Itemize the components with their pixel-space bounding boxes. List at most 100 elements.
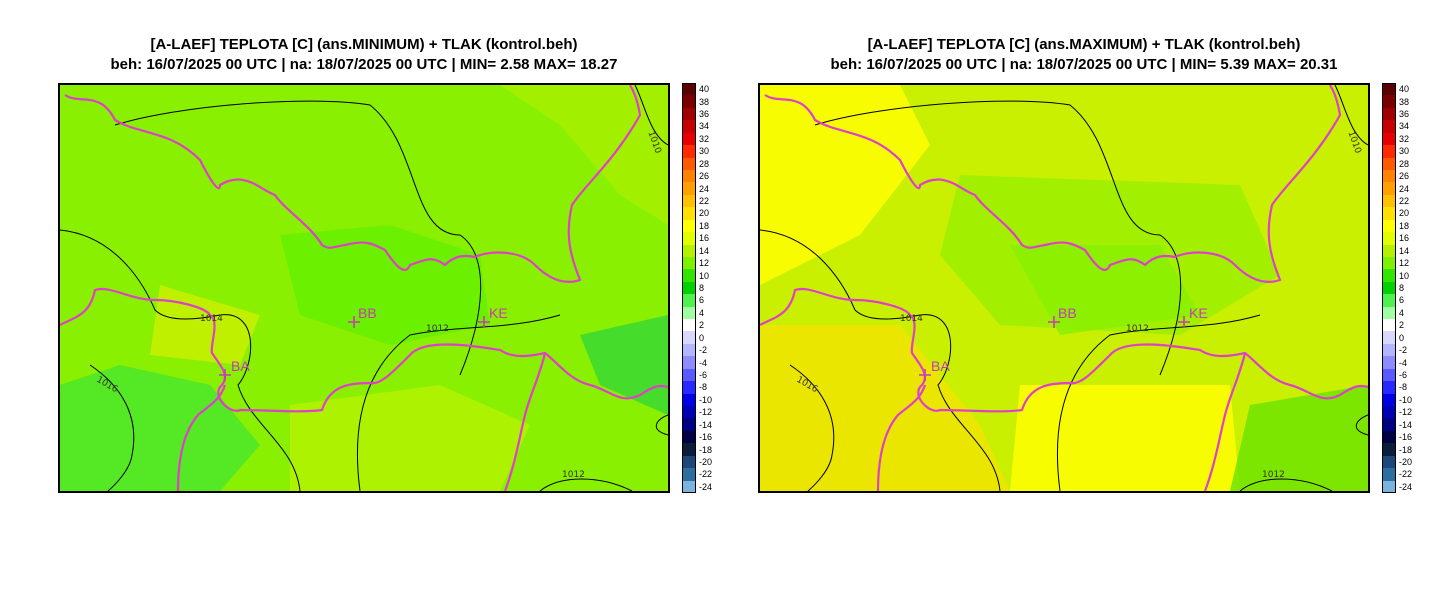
colorbar-swatch — [682, 393, 696, 407]
colorbar-swatch — [682, 269, 696, 283]
colorbar-label: 36 — [699, 109, 710, 120]
city-ke[interactable]: KE — [1178, 305, 1208, 328]
colorbar-swatch — [682, 480, 696, 494]
colorbar-label: 14 — [1399, 245, 1410, 256]
border-line — [60, 287, 668, 413]
colorbar-swatch — [682, 455, 696, 469]
isobar-label: 1014 — [200, 314, 223, 324]
border-line — [876, 384, 927, 491]
colorbar-swatch — [682, 83, 696, 96]
colorbar-label: 32 — [699, 133, 710, 144]
isobar-line — [1334, 85, 1368, 146]
colorbar-swatch — [682, 368, 696, 382]
colorbar-swatch — [682, 406, 696, 419]
colorbar-label: 34 — [699, 121, 710, 132]
colorbar-label: 6 — [1399, 295, 1405, 306]
isobar-line — [814, 100, 1182, 376]
isobar-label: 1012 — [1126, 324, 1149, 334]
colorbar-label: -22 — [699, 469, 713, 480]
country-borders — [760, 85, 1368, 491]
colorbar-swatch — [1382, 393, 1396, 407]
field-patch — [60, 365, 260, 491]
city-ke-cross — [1178, 316, 1190, 328]
city-bb-cross — [1048, 316, 1060, 328]
colorbar-label: -14 — [1399, 419, 1413, 430]
colorbar-label: 20 — [1399, 208, 1410, 219]
isobar-line — [1239, 478, 1333, 491]
colorbar-swatch — [682, 232, 696, 245]
isobar-line — [357, 314, 561, 491]
colorbar-swatch — [1382, 157, 1396, 171]
panel-1-map-canvas: BB KE BA 1010 1014 1012 1016 1012 — [60, 85, 668, 491]
colorbar-label: 12 — [1399, 258, 1410, 269]
colorbar-label: 38 — [699, 96, 710, 107]
colorbar-swatch — [682, 95, 696, 109]
colorbar-label: -10 — [1399, 394, 1413, 405]
colorbar-label: -2 — [699, 345, 708, 356]
colorbar-label: -14 — [699, 419, 713, 430]
city-ba[interactable]: BA — [219, 358, 250, 381]
colorbar-swatch — [682, 319, 696, 332]
colorbar-label: 30 — [699, 146, 710, 157]
city-ke[interactable]: KE — [478, 305, 508, 328]
isobar-label: 1012 — [1262, 470, 1285, 480]
colorbar-label: -10 — [699, 394, 713, 405]
colorbar-label: 22 — [699, 196, 710, 207]
colorbar-swatch — [1382, 430, 1396, 444]
colorbar-label: -4 — [699, 357, 708, 368]
colorbar-label: 4 — [1399, 307, 1405, 318]
isobar-label: 1012 — [562, 470, 585, 480]
panel-1-title: [A-LAEF] TEPLOTA [C] (ans.MINIMUM) + TLA… — [84, 35, 644, 75]
panel-2-colorbar — [1382, 83, 1396, 494]
field-patch — [1230, 385, 1368, 491]
border-line — [503, 352, 547, 491]
colorbar-swatch — [1382, 95, 1396, 109]
colorbar-swatch — [1382, 219, 1396, 233]
colorbar-swatch — [682, 356, 696, 370]
colorbar-swatch — [1382, 132, 1396, 146]
colorbar-label: 4 — [699, 307, 705, 318]
colorbar-swatch — [682, 207, 696, 221]
colorbar-label: 36 — [1399, 109, 1410, 120]
city-ke-label: KE — [489, 305, 508, 321]
colorbar-label: 2 — [1399, 320, 1405, 331]
colorbar-label: 24 — [699, 183, 710, 194]
border-line — [760, 287, 1368, 413]
colorbar-swatch — [682, 256, 696, 270]
colorbar-swatch — [1382, 107, 1396, 121]
city-bb[interactable]: BB — [1048, 305, 1077, 328]
colorbar-swatch — [1382, 468, 1396, 482]
colorbar-label: 26 — [699, 171, 710, 182]
colorbar-swatch — [1382, 269, 1396, 283]
field-patch — [1010, 245, 1200, 335]
colorbar-swatch — [1382, 281, 1396, 295]
colorbar-label: -6 — [1399, 369, 1408, 380]
isobar-lines — [760, 85, 1368, 491]
field-patch — [760, 325, 1010, 491]
panel-1-title-line1: [A-LAEF] TEPLOTA [C] (ans.MINIMUM) + TLA… — [150, 36, 578, 53]
panel-1-map[interactable]: BB KE BA 1010 1014 1012 1016 1012 — [58, 83, 670, 493]
colorbar-swatch — [1382, 83, 1396, 96]
colorbar-label: 2 — [699, 320, 705, 331]
panel-2-title-line2: beh: 16/07/2025 00 UTC | na: 18/07/2025 … — [830, 56, 1338, 73]
panel-1-colorbar — [682, 83, 696, 494]
panel-2-map[interactable]: BB KE BA 1010 1014 1012 1016 1012 — [758, 83, 1370, 493]
border-line — [764, 85, 1342, 283]
city-bb-cross — [348, 316, 360, 328]
colorbar-swatch — [1382, 319, 1396, 332]
colorbar-swatch — [682, 169, 696, 183]
colorbar-label: 30 — [1399, 146, 1410, 157]
city-ke-label: KE — [1189, 305, 1208, 321]
colorbar-label: 8 — [699, 283, 705, 293]
city-bb[interactable]: BB — [348, 305, 377, 328]
colorbar-label: 12 — [699, 258, 710, 269]
city-ba-cross — [219, 369, 231, 381]
isobar-lines — [60, 85, 668, 491]
colorbar-label: 16 — [699, 233, 710, 244]
colorbar-label: 20 — [699, 208, 710, 219]
colorbar-swatch — [1382, 455, 1396, 469]
city-ba[interactable]: BA — [919, 358, 950, 381]
colorbar-swatch — [682, 107, 696, 121]
colorbar-label: 24 — [1399, 183, 1410, 194]
city-ba-cross — [919, 369, 931, 381]
